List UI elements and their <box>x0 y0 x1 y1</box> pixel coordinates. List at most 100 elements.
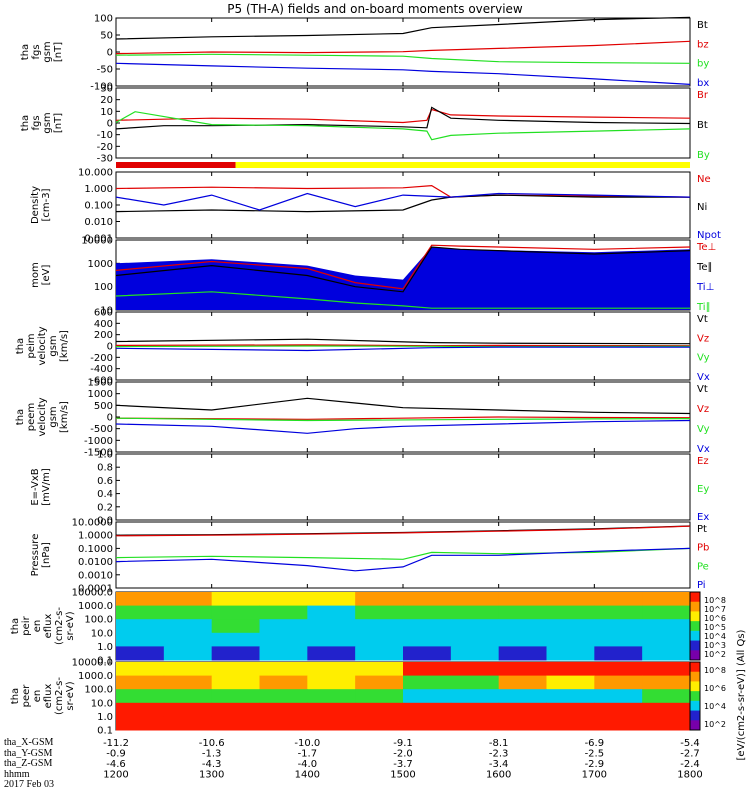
panel-5-ylabel: gsm <box>48 335 59 356</box>
panel-7-ytick-label: 0.8 <box>97 463 113 474</box>
panel-9-cell <box>355 646 404 661</box>
panel-8-ylabel: [nPa] <box>41 542 52 568</box>
panel-9-cell <box>116 619 165 634</box>
footer-value-2-0: -4.6 <box>106 759 126 770</box>
panel-9-cell <box>307 646 356 661</box>
panel-5-ylabel: tha <box>15 338 26 354</box>
footer-date: 2017 Feb 03 <box>4 779 54 790</box>
panel-0-legend-Bt: Bt <box>697 20 708 31</box>
panel-4-ytick-label: 10000 <box>81 236 113 247</box>
panel-8-ytick-label: 0.0010 <box>78 570 113 581</box>
mode-bar-red <box>116 162 236 168</box>
panel-3-ytick-label: 1.000 <box>84 184 113 195</box>
panel-10-cell <box>450 702 500 717</box>
footer-ephemeris: tha_X-GSM tha_Y-GSM tha_Z-GSM hhmm 2017 … <box>4 737 54 791</box>
footer-value-3-0: 1200 <box>103 770 128 781</box>
panel-9-cell <box>307 605 356 620</box>
panel-6-ytick-label: 1000 <box>88 389 113 400</box>
panel-6-legend-Vy: Vy <box>697 424 710 435</box>
panel-9-cell <box>403 619 452 634</box>
panel-9-cell <box>116 646 165 661</box>
panel-10-colorbar-band <box>690 691 700 702</box>
footer-value-1-2: -1.7 <box>298 749 318 760</box>
panel-9-cell <box>498 619 547 634</box>
panel-9-cell <box>594 619 643 634</box>
panel-9-colorbar-band <box>690 650 700 661</box>
panel-9-cell <box>403 605 452 620</box>
panel-1-ylabel: tha <box>20 115 31 131</box>
panel-10-cell <box>546 702 595 717</box>
panel-10-cell <box>546 675 595 690</box>
panel-9-ytick-label: 100.0 <box>84 615 113 626</box>
panel-6-ylabel: [km/s] <box>59 401 70 433</box>
panel-10-colorbar-tick: 10^6 <box>704 684 726 693</box>
panel-8-ytick-label: 0.0100 <box>78 557 113 568</box>
panel-9-cell <box>594 592 643 607</box>
panel-6-ytick-label: 500 <box>94 401 113 412</box>
panel-9-colorbar-tick: 10^5 <box>704 623 726 632</box>
panel-6-ylabel: gsm <box>48 406 59 427</box>
panel-9-cell <box>450 632 500 647</box>
panel-9-cell <box>450 605 500 620</box>
panel-6-ylabel: velocity <box>37 397 48 436</box>
panel-9-cell <box>594 605 643 620</box>
panel-1-ytick-label: 20 <box>100 95 113 106</box>
panel-9-cell <box>450 646 500 661</box>
panel-10-cell <box>450 662 500 677</box>
panel-9-cell <box>403 646 452 661</box>
panel-9-cell <box>259 619 308 634</box>
panel-1-ylabel: fgs <box>31 115 42 130</box>
panel-5-ytick-label: -400 <box>90 364 113 375</box>
panel-9-cell <box>403 592 452 607</box>
panel-9-cell <box>307 592 356 607</box>
panel-0-series-bx <box>115 62 691 85</box>
footer-value-2-1: -4.3 <box>202 759 222 770</box>
panel-10-cell <box>355 675 404 690</box>
panel-9-cell <box>259 592 308 607</box>
panel-9-cell <box>450 592 500 607</box>
panel-3-ylabel: [cm-3] <box>41 188 52 221</box>
panel-9-cell <box>163 592 213 607</box>
panel-10-cell <box>116 675 165 690</box>
panel-9-cell <box>211 646 260 661</box>
panel-9-cell <box>546 592 595 607</box>
panel-9-cell <box>116 632 165 647</box>
panel-10-cell <box>546 689 595 704</box>
panel-1-legend-By: By <box>697 150 710 161</box>
panel-6-ytick-label: -1000 <box>84 436 113 447</box>
panel-5-ylabel: peim <box>26 333 37 358</box>
panel-10-colorbar-band <box>690 700 700 712</box>
panel-6-series-Vx <box>115 419 691 434</box>
panel-9-cell <box>594 646 643 661</box>
footer-value-2-6: -2.4 <box>680 759 700 770</box>
panel-9-ylabel: tha <box>10 618 21 634</box>
panel-0-ytick-label: -100 <box>90 82 113 93</box>
panel-4-legend-Te⊥: Te⊥ <box>696 242 716 253</box>
panel-5-ylabel: [km/s] <box>59 330 70 362</box>
panel-9-cell <box>498 632 547 647</box>
panel-9-colorbar-tick: 10^2 <box>704 650 726 659</box>
panel-9-cell <box>355 592 404 607</box>
panel-10-cell <box>307 675 356 690</box>
panel-10-ylabel: eflux <box>43 684 54 709</box>
panel-9-cell <box>211 619 260 634</box>
footer-value-3-3: 1500 <box>390 770 415 781</box>
panel-5-series-Vy <box>115 345 691 348</box>
panel-5-ylabel: velocity <box>37 326 48 365</box>
panel-4-legend-Ti∥: Ti∥ <box>696 302 711 313</box>
panel-5-ytick-label: 400 <box>94 319 113 330</box>
panel-10-colorbar-band <box>690 671 700 682</box>
panel-4-ylabel: mom <box>30 262 41 288</box>
panel-7-ytick-label: 0.0 <box>97 516 113 527</box>
panel-4-series-Ti⊥ <box>116 247 690 310</box>
panel-9-colorbar-band <box>690 630 700 642</box>
footer-label-time: hhmm <box>4 768 30 780</box>
footer-label-y: tha_Y-GSM <box>4 747 53 759</box>
panel-10-cell <box>259 662 308 677</box>
panel-7-legend-Ex: Ex <box>697 512 709 523</box>
panel-10-cell <box>211 675 260 690</box>
panel-8-ylabel: Pressure <box>30 534 41 577</box>
panel-5-legend-Vt: Vt <box>697 314 708 325</box>
panel-10-cell <box>546 662 595 677</box>
panel-6-ytick-label: -500 <box>90 424 113 435</box>
